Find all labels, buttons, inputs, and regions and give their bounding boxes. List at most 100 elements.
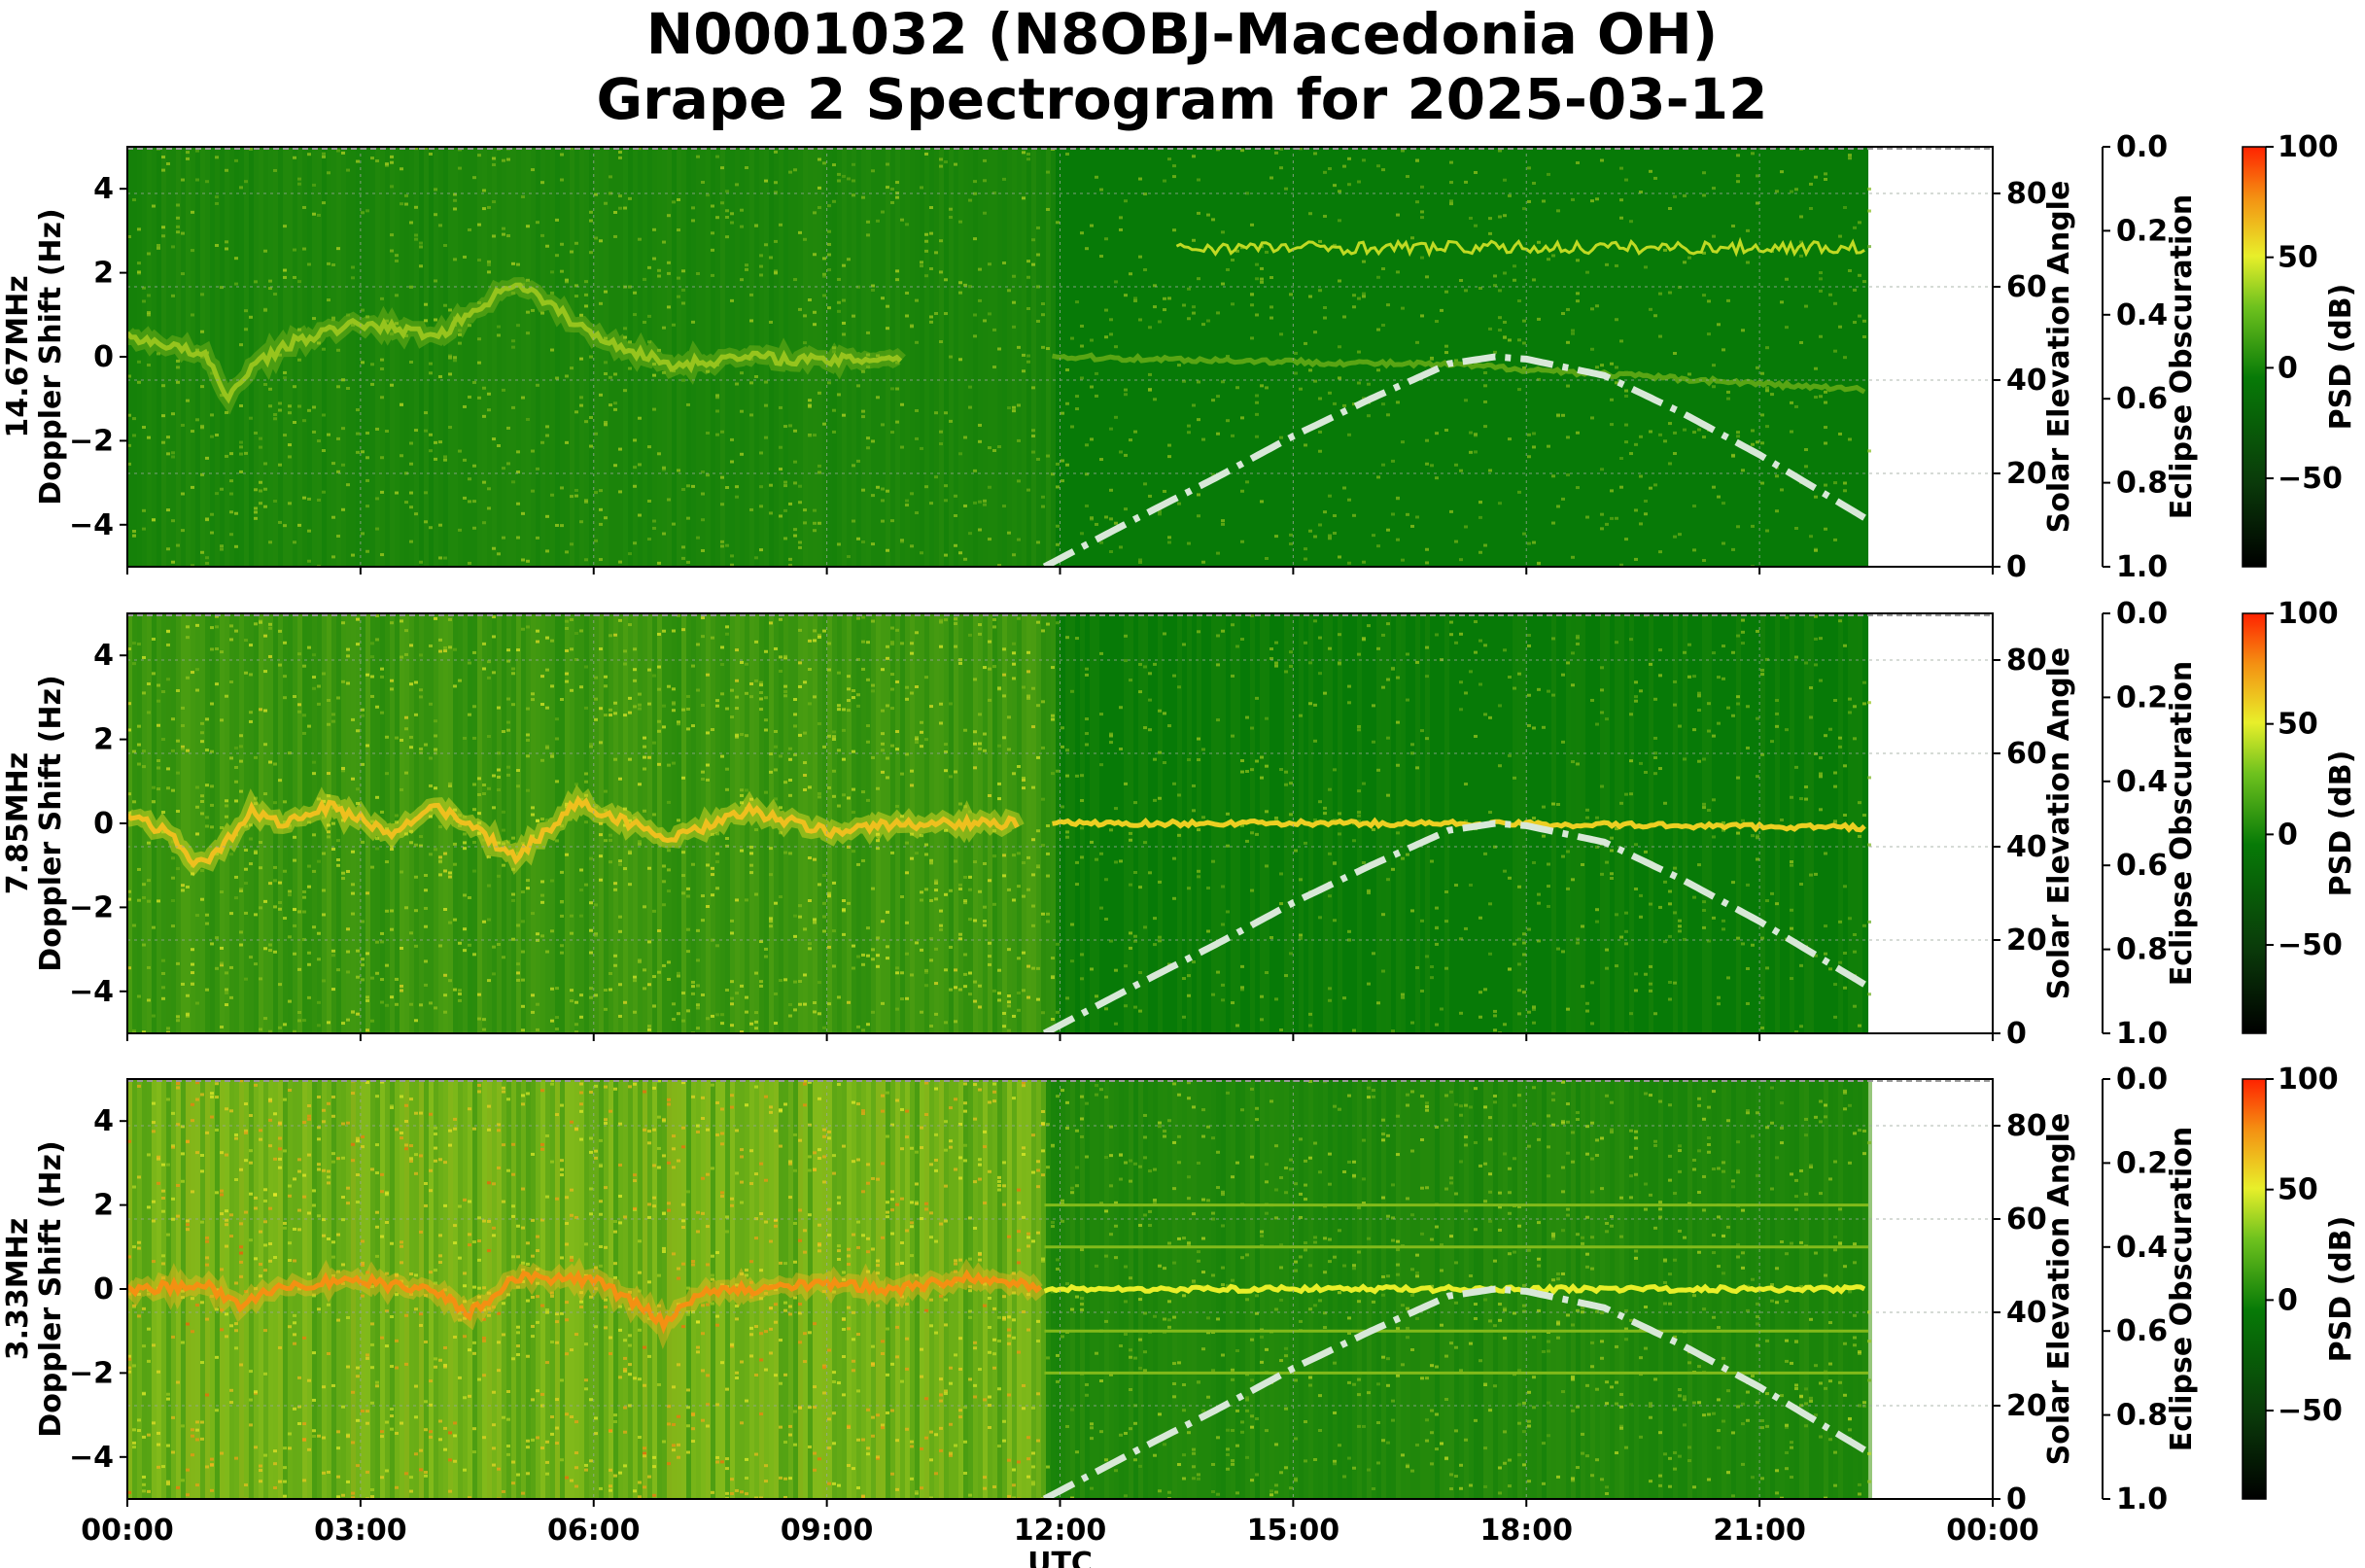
spectrogram-column — [599, 147, 604, 567]
spectrogram-speckle — [540, 900, 544, 904]
spectrogram-speckle — [434, 748, 437, 751]
spectrogram-speckle — [307, 962, 311, 966]
spectrogram-speckle — [599, 647, 603, 651]
spectrogram-speckle — [1571, 197, 1575, 201]
spectrogram-speckle — [1240, 149, 1244, 153]
spectrogram-speckle — [1269, 656, 1273, 660]
spectrogram-speckle — [161, 1163, 165, 1167]
spectrogram-speckle — [331, 1273, 335, 1277]
spectrogram-speckle — [711, 728, 714, 732]
spectrogram-speckle — [613, 882, 617, 886]
spectrogram-speckle — [555, 737, 559, 741]
spectrogram-speckle — [647, 499, 651, 503]
spectrogram-speckle — [803, 314, 807, 318]
spectrogram-speckle — [336, 149, 340, 153]
spectrogram-speckle — [404, 193, 408, 197]
spectrogram-speckle — [1517, 989, 1521, 993]
spectrogram-speckle — [1197, 758, 1200, 762]
spectrogram-speckle — [181, 1179, 185, 1183]
spectrogram-speckle — [1255, 832, 1259, 836]
spectrogram-speckle — [958, 802, 962, 806]
spectrogram-speckle — [482, 1028, 486, 1031]
spectrogram-speckle — [871, 683, 875, 687]
spectrogram-column — [176, 613, 181, 1033]
spectrogram-column — [681, 613, 686, 1033]
spectrogram-speckle — [745, 267, 748, 271]
spectrogram-speckle — [1819, 775, 1823, 779]
spectrogram-speckle — [1474, 620, 1478, 624]
spectrogram-speckle — [798, 733, 802, 737]
spectrogram-speckle — [157, 246, 160, 250]
spectrogram-speckle — [915, 736, 919, 740]
spectrogram-speckle — [161, 958, 165, 962]
spectrogram-speckle — [1396, 497, 1400, 501]
spectrogram-speckle — [1153, 917, 1157, 921]
spectrogram-speckle — [1197, 418, 1200, 422]
spectrogram-speckle — [229, 1213, 233, 1217]
spectrogram-speckle — [278, 1026, 282, 1029]
spectrogram-speckle — [127, 1354, 131, 1358]
spectrogram-speckle — [618, 447, 622, 451]
spectrogram-speckle — [1031, 923, 1035, 927]
spectrogram-speckle — [589, 901, 593, 905]
spectrogram-speckle — [1124, 388, 1128, 392]
spectrogram-speckle — [1129, 883, 1132, 887]
spectrogram-speckle — [735, 648, 739, 652]
spectrogram-speckle — [263, 1220, 267, 1224]
spectrogram-speckle — [375, 847, 379, 851]
spectrogram-speckle — [210, 702, 214, 706]
spectrogram-speckle — [570, 617, 574, 621]
spectrogram-speckle — [336, 1495, 340, 1499]
spectrogram-speckle — [545, 706, 549, 710]
spectrogram-speckle — [166, 1480, 170, 1483]
spectrogram-speckle — [361, 1294, 365, 1298]
spectrogram-speckle — [380, 1235, 384, 1238]
spectrogram-speckle — [375, 795, 379, 799]
spectrogram-speckle — [1250, 831, 1254, 835]
spectrogram-speckle — [1644, 265, 1648, 269]
spectrogram-speckle — [147, 313, 151, 317]
spectrogram-column — [847, 613, 852, 1033]
spectrogram-speckle — [1376, 164, 1380, 168]
spectrogram-speckle — [939, 340, 943, 344]
spectrogram-speckle — [200, 1301, 204, 1305]
spectrogram-speckle — [283, 268, 287, 272]
spectrogram-speckle — [1012, 274, 1016, 278]
spectrogram-speckle — [895, 361, 899, 365]
spectrogram-speckle — [560, 524, 564, 528]
spectrogram-column — [579, 147, 584, 567]
spectrogram-column — [978, 147, 983, 567]
spectrogram-speckle — [1668, 980, 1672, 984]
spectrogram-speckle — [181, 1289, 185, 1293]
spectrogram-speckle — [681, 776, 685, 780]
spectrogram-speckle — [487, 735, 491, 739]
spectrogram-speckle — [1070, 959, 1074, 963]
spectrogram-speckle — [1741, 329, 1745, 332]
spectrogram-speckle — [390, 845, 394, 849]
spectrogram-speckle — [657, 632, 661, 636]
spectrogram-speckle — [307, 1272, 311, 1275]
spectrogram-speckle — [740, 1030, 744, 1033]
spectrogram-speckle — [890, 744, 894, 748]
spectrogram-speckle — [774, 646, 778, 650]
spectrogram-speckle — [681, 269, 685, 273]
spectrogram-speckle — [1619, 563, 1623, 567]
spectrogram-speckle — [788, 1002, 792, 1006]
spectrogram-speckle — [370, 382, 374, 386]
spectrogram-speckle — [161, 226, 165, 229]
spectrogram-speckle — [181, 272, 185, 276]
spectrogram-speckle — [322, 979, 326, 983]
spectrogram-speckle — [769, 483, 773, 487]
spectrogram-speckle — [424, 520, 428, 524]
spectrogram-speckle — [1581, 862, 1584, 866]
spectrogram-speckle — [1163, 761, 1166, 765]
spectrogram-speckle — [720, 544, 724, 548]
spectrogram-speckle — [297, 1422, 301, 1426]
spectrogram-speckle — [1119, 216, 1123, 220]
spectrogram-column — [920, 147, 924, 567]
spectrogram-speckle — [992, 854, 996, 858]
spectrogram-speckle — [312, 760, 316, 764]
spectrogram-speckle — [1376, 646, 1380, 650]
spectrogram-speckle — [244, 882, 248, 886]
spectrogram-speckle — [1741, 819, 1745, 822]
